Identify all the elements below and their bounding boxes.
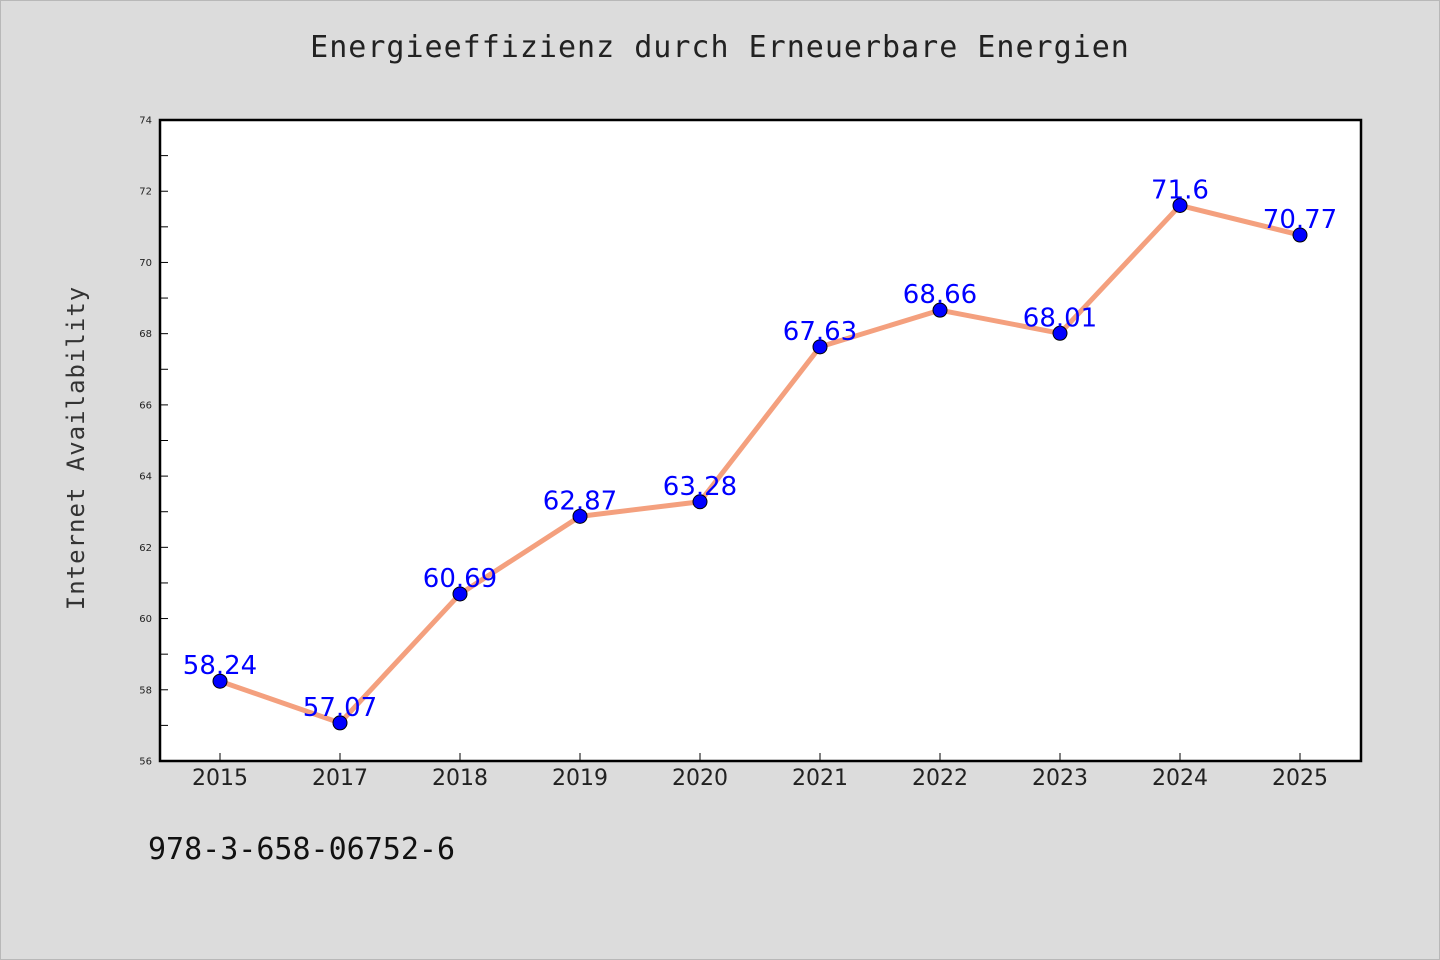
data-point <box>332 715 348 731</box>
series-line <box>217 202 1303 726</box>
y-axis-ticks: 56 58 60 62 64 66 68 70 72 74 <box>139 116 168 768</box>
data-label: 67.63 <box>783 317 857 347</box>
x-axis-ticks: 2015 2017 2018 2019 2020 2021 2022 2023 2024 2025 <box>192 753 1328 791</box>
x-tick-label: 2024 <box>1152 766 1208 791</box>
x-tick-label: 2017 <box>312 766 368 791</box>
data-point <box>1172 197 1188 213</box>
data-point <box>212 673 228 689</box>
plot-area <box>158 118 1363 763</box>
data-label: 62.87 <box>543 486 617 516</box>
data-point <box>452 586 468 602</box>
data-label: 70.77 <box>1263 205 1337 235</box>
data-label: 71.6 <box>1151 175 1209 205</box>
x-tick-label: 2025 <box>1272 766 1328 791</box>
x-tick-label: 2020 <box>672 766 728 791</box>
x-tick-label: 2023 <box>1032 766 1088 791</box>
data-point <box>692 494 708 510</box>
y-tick-label: 58 <box>139 685 152 696</box>
y-tick-label: 64 <box>139 472 152 483</box>
data-label: 68.01 <box>1023 303 1097 333</box>
data-label: 57.07 <box>303 693 377 723</box>
y-tick-label: 56 <box>139 757 152 768</box>
data-point <box>932 302 948 318</box>
data-labels: 58.24 57.07 60.69 62.87 63.28 67.63 68.66 68.01… <box>183 175 1337 722</box>
data-label: 63.28 <box>663 472 737 502</box>
data-point <box>1292 227 1308 243</box>
data-point <box>812 339 828 355</box>
y-tick-label: 60 <box>139 614 152 625</box>
y-tick-label: 66 <box>139 400 152 411</box>
data-point <box>572 508 588 524</box>
x-tick-label: 2019 <box>552 766 608 791</box>
y-tick-label: 74 <box>139 116 152 127</box>
y-tick-label: 62 <box>139 543 152 554</box>
data-point <box>1052 325 1068 341</box>
y-tick-label: 72 <box>139 187 152 198</box>
x-tick-label: 2015 <box>192 766 248 791</box>
x-tick-label: 2021 <box>792 766 848 791</box>
footer-isbn: 978-3-658-06752-6 <box>148 832 456 867</box>
data-markers <box>212 197 1308 731</box>
data-label: 58.24 <box>183 651 257 681</box>
y-tick-label: 70 <box>139 258 152 269</box>
data-label: 60.69 <box>423 564 497 594</box>
x-tick-label: 2022 <box>912 766 968 791</box>
x-tick-label: 2018 <box>432 766 488 791</box>
y-tick-label: 68 <box>139 329 152 340</box>
data-label: 68.66 <box>903 280 977 310</box>
chart-title: Energieeffizienz durch Erneuerbare Energ… <box>310 30 1130 65</box>
